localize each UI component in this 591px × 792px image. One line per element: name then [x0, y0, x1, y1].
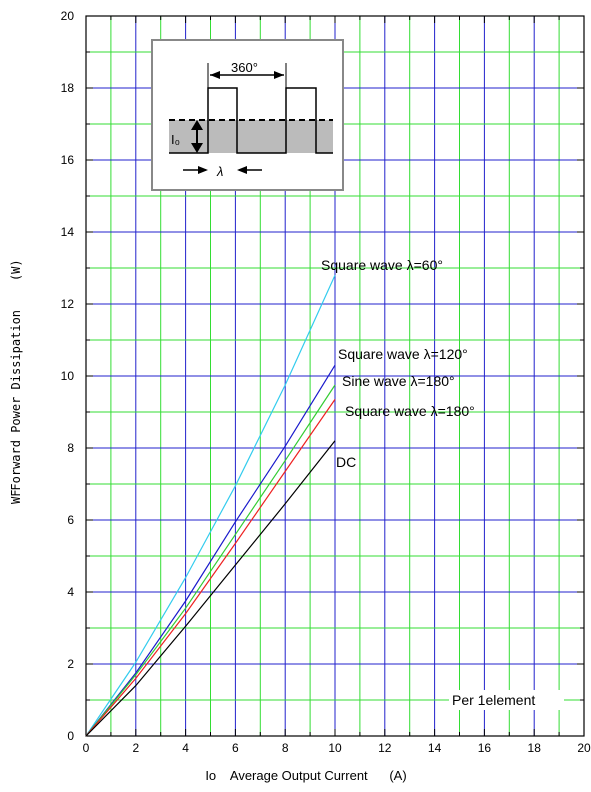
y-tick-label: 12 [61, 297, 75, 311]
y-tick-label: 6 [67, 513, 74, 527]
y-tick-label: 16 [61, 153, 75, 167]
x-tick-label: 10 [328, 741, 342, 755]
x-tick-label: 12 [378, 741, 392, 755]
y-tick-label: 4 [67, 585, 74, 599]
inset-lambda-label: λ [216, 164, 223, 179]
inset-arrowhead-left [210, 71, 220, 79]
inset-lambda-arrowhead-right [237, 166, 247, 174]
series-line-0 [85, 274, 336, 737]
inset-waveform-diagram: 360° I₀ λ [151, 39, 344, 191]
y-tick-label: 8 [67, 441, 74, 455]
x-tick-label: 8 [282, 741, 289, 755]
inset-current-arrowhead-down [191, 143, 203, 153]
per-element-note: Per 1element [452, 692, 535, 708]
label-square-60: Square wave λ=60° [321, 257, 443, 273]
note-background [449, 690, 564, 710]
y-tick-label: 14 [61, 225, 75, 239]
series-line-4 [85, 440, 336, 737]
x-axis-title: Io Average Output Current (A) [205, 768, 406, 783]
x-tick-label: 4 [182, 741, 189, 755]
inset-current-label: I₀ [171, 132, 180, 147]
label-dc: DC [336, 454, 356, 470]
inset-current-arrowhead-up [191, 120, 203, 130]
y-tick-label: 18 [61, 81, 75, 95]
y-axis-symbol: WF [9, 490, 23, 504]
inset-lambda-arrowhead-left [198, 166, 208, 174]
series-line-3 [85, 399, 336, 737]
x-tick-label: 16 [478, 741, 492, 755]
x-tick-label: 14 [428, 741, 442, 755]
y-axis-title: Forward Power Dissipation (W) [9, 259, 23, 490]
x-tick-label: 0 [83, 741, 90, 755]
y-tick-label: 0 [67, 729, 74, 743]
curves [85, 274, 336, 737]
x-tick-label: 2 [132, 741, 139, 755]
inset-shaded-area [169, 120, 333, 153]
series-line-2 [85, 384, 336, 737]
label-square-180: Square wave λ=180° [345, 403, 475, 419]
y-tick-label: 2 [67, 657, 74, 671]
x-tick-label: 20 [577, 741, 591, 755]
inset-arrowhead-right [274, 71, 284, 79]
label-sine-180: Sine wave λ=180° [342, 373, 455, 389]
y-tick-label: 10 [61, 369, 75, 383]
x-tick-label: 18 [528, 741, 542, 755]
inset-square-wave [169, 87, 333, 154]
axis-ticks: 0 2 4 6 8 10 12 14 16 18 20 0 2 4 6 8 10 12 14 16 18 20 [61, 9, 591, 755]
y-tick-label: 20 [61, 9, 75, 23]
x-tick-label: 6 [232, 741, 239, 755]
label-square-120: Square wave λ=120° [338, 346, 468, 362]
series-line-1 [85, 364, 336, 737]
inset-angle-label: 360° [231, 60, 258, 75]
inset-angle-bg [228, 60, 268, 74]
